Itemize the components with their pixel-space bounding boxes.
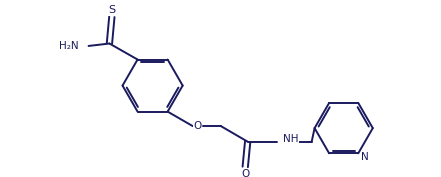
Text: O: O	[241, 169, 249, 177]
Text: S: S	[108, 5, 116, 15]
Text: O: O	[194, 121, 202, 131]
Text: N: N	[361, 152, 368, 162]
Text: H₂N: H₂N	[59, 41, 79, 51]
Text: NH: NH	[283, 134, 298, 144]
